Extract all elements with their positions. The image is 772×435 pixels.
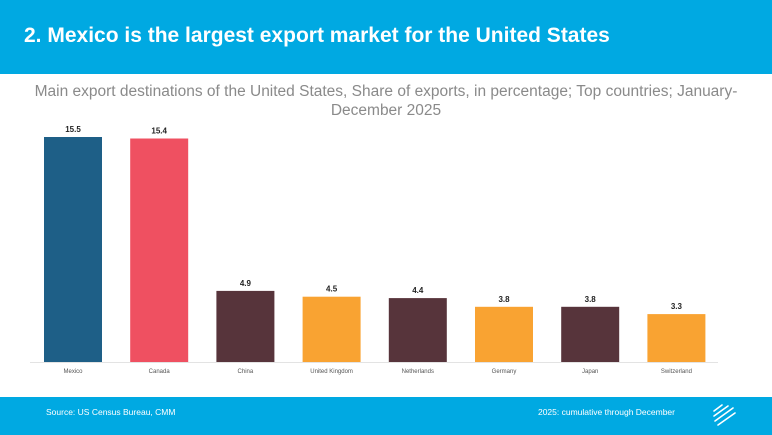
bar-china [216, 290, 275, 362]
source-note: Source: US Census Bureau, CMM [46, 407, 176, 417]
x-tick-label: Netherlands [402, 369, 434, 375]
data-label: 3.8 [498, 295, 510, 304]
x-tick-label: United Kingdom [310, 369, 353, 375]
x-tick-label: Switzerland [661, 369, 692, 375]
page-title: 2. Mexico is the largest export market f… [24, 24, 610, 47]
diagonal-lines-logo-icon [713, 404, 736, 426]
bar-netherlands [388, 298, 447, 362]
x-tick-label: Canada [149, 369, 171, 375]
bar-japan [561, 306, 620, 362]
header-banner: 2. Mexico is the largest export market f… [0, 0, 772, 74]
data-label: 4.5 [326, 285, 338, 294]
x-tick-label: China [238, 369, 254, 375]
data-label: 3.3 [671, 302, 683, 311]
data-label: 4.4 [412, 286, 424, 295]
data-label: 3.8 [585, 295, 597, 304]
bar-united-kingdom [302, 296, 361, 362]
x-tick-label: Japan [582, 369, 598, 375]
bar-canada [130, 138, 189, 362]
bar-switzerland [647, 314, 706, 362]
bar-mexico [44, 137, 102, 362]
period-note: 2025: cumulative through December [537, 407, 675, 417]
data-label: 15.5 [65, 125, 81, 134]
chart-title: Main export destinations of the United S… [34, 83, 738, 119]
footer-banner: Source: US Census Bureau, CMM 2025: cumu… [0, 397, 772, 435]
x-tick-label: Germany [492, 369, 517, 375]
bar-chart: 15.5 Mexico 15.4 Canada 4.9 China 4.5 United Ki… [30, 125, 718, 375]
data-label: 4.9 [240, 279, 252, 288]
bar-germany [475, 306, 533, 362]
data-label: 15.4 [151, 127, 167, 136]
x-tick-label: Mexico [63, 369, 83, 375]
